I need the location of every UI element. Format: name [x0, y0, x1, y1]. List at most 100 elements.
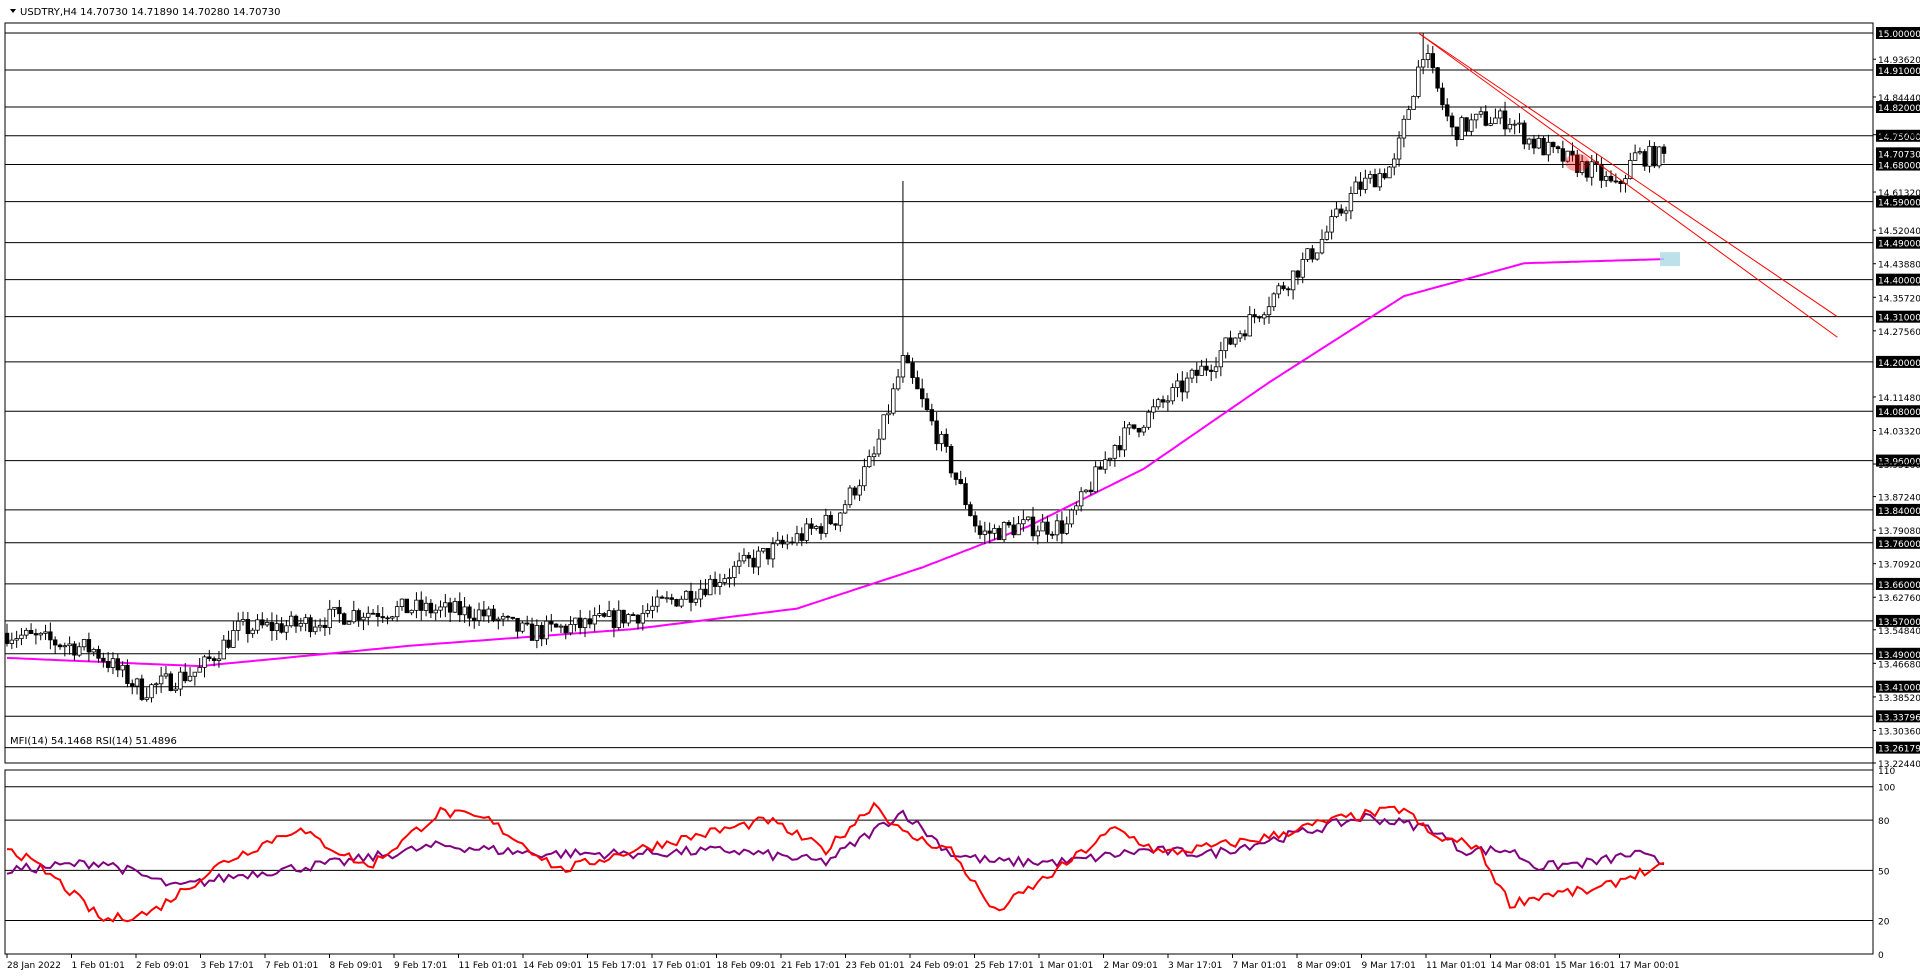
candle[interactable]	[399, 598, 405, 611]
candle[interactable]	[963, 477, 968, 509]
candle[interactable]	[529, 617, 535, 641]
candle[interactable]	[1382, 168, 1387, 180]
candle[interactable]	[823, 508, 829, 538]
candle[interactable]	[1213, 357, 1219, 379]
candle[interactable]	[1507, 118, 1513, 133]
candle[interactable]	[1435, 67, 1440, 92]
candle[interactable]	[1151, 399, 1156, 420]
candle[interactable]	[472, 608, 477, 629]
candle[interactable]	[409, 609, 414, 616]
candle[interactable]	[255, 614, 260, 634]
candle[interactable]	[1517, 113, 1522, 134]
candle[interactable]	[1459, 115, 1464, 140]
candle[interactable]	[178, 667, 183, 697]
candle[interactable]	[1141, 425, 1146, 436]
candle[interactable]	[915, 370, 920, 390]
candle[interactable]	[221, 635, 226, 660]
candle[interactable]	[1584, 160, 1590, 182]
candle[interactable]	[462, 597, 467, 623]
candle[interactable]	[876, 429, 882, 457]
candle[interactable]	[1493, 108, 1498, 125]
candle[interactable]	[1478, 107, 1484, 118]
candle[interactable]	[91, 647, 96, 657]
candle[interactable]	[308, 614, 313, 638]
candle[interactable]	[814, 524, 819, 531]
candle[interactable]	[476, 602, 482, 627]
candle[interactable]	[968, 501, 973, 517]
candle[interactable]	[1136, 427, 1142, 438]
candle[interactable]	[28, 623, 34, 635]
candle[interactable]	[736, 552, 742, 575]
candle[interactable]	[390, 615, 395, 621]
candle[interactable]	[1522, 120, 1527, 150]
candle[interactable]	[1271, 292, 1277, 312]
candle[interactable]	[1353, 176, 1358, 194]
candle[interactable]	[703, 578, 708, 597]
candle[interactable]	[573, 617, 578, 632]
candle[interactable]	[717, 573, 723, 595]
candle[interactable]	[1401, 115, 1407, 148]
candle[interactable]	[452, 597, 458, 614]
candle[interactable]	[481, 600, 487, 622]
candle[interactable]	[72, 641, 77, 661]
candle[interactable]	[1194, 362, 1199, 384]
candle[interactable]	[1078, 487, 1084, 512]
candle[interactable]	[1064, 516, 1069, 536]
candle[interactable]	[1329, 209, 1334, 240]
candle[interactable]	[582, 617, 588, 638]
candle[interactable]	[905, 352, 910, 364]
candle[interactable]	[578, 609, 583, 635]
candle[interactable]	[250, 627, 255, 638]
candle[interactable]	[842, 499, 848, 514]
candle[interactable]	[630, 612, 636, 616]
candle[interactable]	[375, 605, 381, 627]
candle[interactable]	[447, 597, 453, 623]
candle[interactable]	[1488, 116, 1493, 127]
candle[interactable]	[346, 620, 352, 625]
candle[interactable]	[621, 609, 626, 628]
candle[interactable]	[1387, 165, 1392, 179]
candle[interactable]	[231, 621, 236, 648]
candle[interactable]	[977, 520, 983, 539]
candle[interactable]	[154, 682, 159, 695]
candle[interactable]	[226, 630, 231, 649]
candle[interactable]	[361, 612, 366, 631]
candle[interactable]	[1367, 170, 1373, 184]
candle[interactable]	[341, 612, 347, 626]
candle[interactable]	[110, 652, 116, 675]
candle[interactable]	[1637, 147, 1643, 155]
candle[interactable]	[1252, 308, 1257, 324]
candle[interactable]	[1199, 359, 1204, 376]
candle[interactable]	[1131, 424, 1137, 430]
candle[interactable]	[207, 649, 212, 662]
candle[interactable]	[1445, 98, 1450, 122]
candle[interactable]	[1599, 157, 1604, 189]
candle[interactable]	[467, 604, 472, 627]
candle[interactable]	[770, 537, 776, 568]
candle[interactable]	[322, 617, 328, 637]
candle[interactable]	[192, 671, 198, 686]
candle[interactable]	[1045, 515, 1050, 542]
candle[interactable]	[828, 511, 833, 526]
candle[interactable]	[886, 404, 891, 425]
candle[interactable]	[818, 523, 824, 540]
candle[interactable]	[997, 525, 1002, 541]
candle[interactable]	[616, 600, 621, 631]
candle[interactable]	[284, 620, 289, 641]
candle[interactable]	[1473, 113, 1479, 129]
candle[interactable]	[948, 443, 954, 478]
candle[interactable]	[173, 682, 178, 693]
candle[interactable]	[356, 608, 361, 627]
candle[interactable]	[187, 667, 193, 682]
candle[interactable]	[1642, 149, 1647, 171]
candle[interactable]	[1069, 508, 1074, 528]
candle[interactable]	[698, 579, 703, 608]
candle[interactable]	[871, 446, 877, 466]
candle[interactable]	[775, 531, 780, 546]
candle[interactable]	[780, 535, 785, 548]
candle[interactable]	[1358, 172, 1363, 197]
candle[interactable]	[727, 568, 732, 588]
candle[interactable]	[1652, 142, 1657, 169]
candle[interactable]	[563, 623, 568, 640]
candle[interactable]	[1319, 229, 1325, 255]
